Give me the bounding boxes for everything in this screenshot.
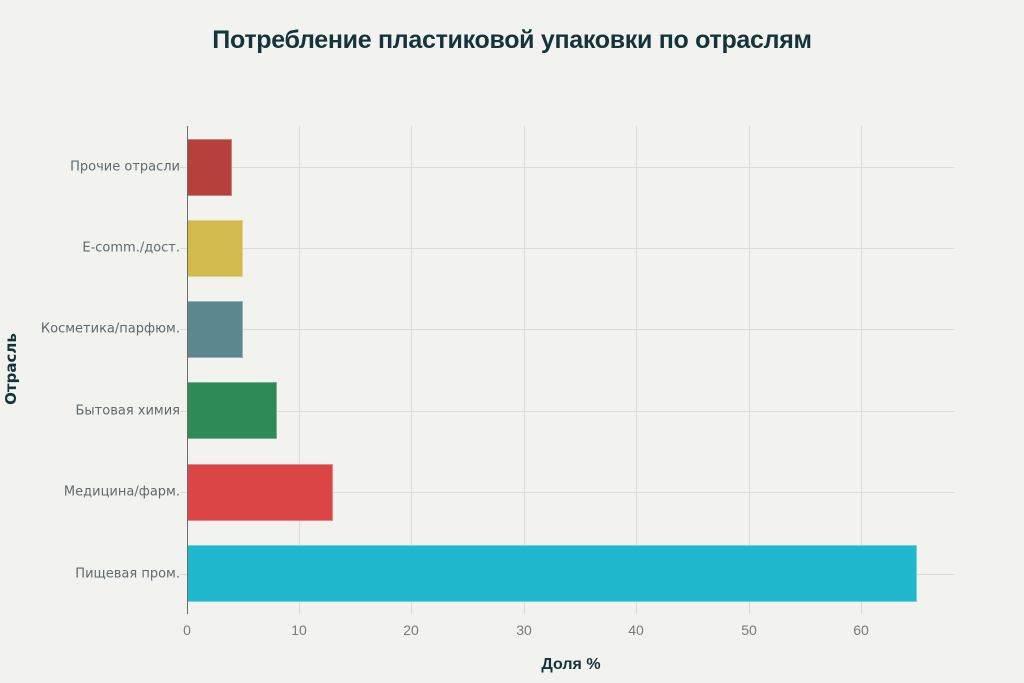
grid-line [749, 126, 750, 614]
x-tick-label: 10 [291, 622, 307, 638]
grid-line [636, 126, 637, 614]
grid-line [180, 492, 955, 493]
y-tick-label: Прочие отрасли [70, 159, 180, 175]
y-axis-title: Отрасль [2, 333, 20, 405]
y-tick-label: Бытовая химия [75, 403, 180, 419]
y-tick-label: Медицина/фарм. [63, 484, 180, 500]
bar-medicine[interactable] [187, 464, 333, 521]
bar-cosmetics[interactable] [187, 301, 243, 358]
x-tick-label: 40 [628, 622, 644, 638]
bar-other-industries[interactable] [187, 139, 232, 196]
plot-area [180, 126, 955, 614]
y-tick-label: E-comm./дост. [82, 240, 180, 256]
chart-title: Потребление пластиковой упаковки по отра… [212, 26, 812, 54]
bar-household-chemicals[interactable] [187, 382, 277, 439]
x-tick-label: 0 [183, 622, 191, 638]
y-axis-line [187, 126, 188, 614]
grid-line [861, 126, 862, 614]
grid-line [411, 126, 412, 614]
grid-line [180, 329, 955, 330]
grid-line [180, 167, 955, 168]
x-tick-label: 30 [516, 622, 532, 638]
x-tick-label: 20 [403, 622, 419, 638]
grid-line [180, 248, 955, 249]
grid-line [180, 411, 955, 412]
y-tick-label: Пищевая пром. [75, 566, 180, 582]
x-tick-label: 50 [741, 622, 757, 638]
grid-line [299, 126, 300, 614]
bar-food-industry[interactable] [187, 545, 917, 602]
grid-line [524, 126, 525, 614]
bar-ecommerce[interactable] [187, 220, 243, 277]
x-tick-label: 60 [853, 622, 869, 638]
y-tick-label: Косметика/парфюм. [40, 321, 180, 337]
x-axis-title: Доля % [541, 656, 601, 673]
